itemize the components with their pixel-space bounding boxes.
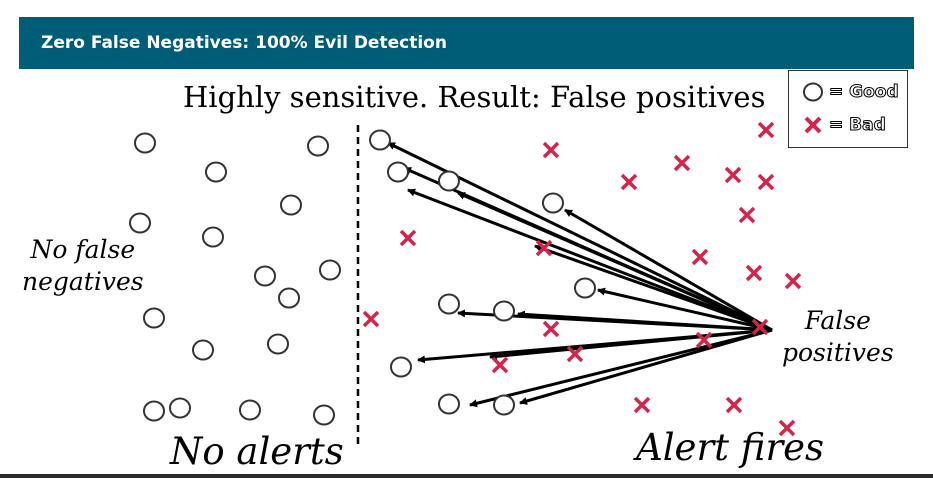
alert-arrow <box>564 208 773 332</box>
good-item-marker <box>169 397 191 419</box>
good-item-marker <box>307 135 329 157</box>
good-item-marker <box>267 333 289 355</box>
good-item-marker <box>143 400 165 422</box>
bad-item-marker <box>757 173 775 191</box>
bad-item-marker <box>695 331 713 349</box>
circle-icon <box>803 82 823 102</box>
alert-arrow <box>597 287 773 332</box>
false-positives-line1: False <box>804 306 871 335</box>
good-item-marker <box>493 394 515 416</box>
alert-arrow <box>489 328 773 361</box>
bad-item-marker <box>691 248 709 266</box>
bad-item-marker <box>724 166 742 184</box>
bad-item-marker <box>738 206 756 224</box>
legend: = Good = Bad <box>788 70 908 148</box>
bad-item-marker <box>757 121 775 139</box>
bad-item-marker <box>751 318 769 336</box>
false-positives-label: False positives <box>782 305 894 369</box>
good-item-marker <box>438 170 460 192</box>
good-item-marker <box>390 356 412 378</box>
no-false-negatives-label: No false negatives <box>22 234 144 298</box>
no-false-negatives-line2: negatives <box>22 267 144 296</box>
good-item-marker <box>542 192 564 214</box>
bad-item-marker <box>784 272 802 290</box>
legend-bad: = Bad <box>801 113 886 137</box>
bad-item-marker <box>620 173 638 191</box>
bad-item-marker <box>778 419 796 437</box>
good-item-marker <box>387 161 409 183</box>
good-item-marker <box>280 194 302 216</box>
good-item-marker <box>239 399 261 421</box>
alert-fires-label: Alert fires <box>636 426 825 469</box>
banner-title: Zero False Negatives: 100% Evil Detectio… <box>41 33 447 53</box>
bad-item-marker <box>535 239 553 257</box>
good-item-marker <box>143 307 165 329</box>
alert-arrow <box>519 328 773 405</box>
bad-item-marker <box>399 229 417 247</box>
bad-item-marker <box>362 310 380 328</box>
good-item-marker <box>313 404 335 426</box>
good-item-marker <box>369 129 391 151</box>
title-banner: Zero False Negatives: 100% Evil Detectio… <box>19 17 914 69</box>
bottom-rule <box>0 474 933 478</box>
bad-item-marker <box>745 264 763 282</box>
good-item-marker <box>202 226 224 248</box>
good-item-marker <box>278 287 300 309</box>
alert-arrow <box>407 188 773 332</box>
x-icon <box>804 116 822 134</box>
good-item-marker <box>438 393 460 415</box>
bad-item-marker <box>491 356 509 374</box>
no-alerts-label: No alerts <box>170 430 344 473</box>
good-item-marker <box>493 300 515 322</box>
diagram-subtitle: Highly sensitive. Result: False positive… <box>183 80 766 114</box>
good-item-marker <box>319 259 341 281</box>
good-item-marker <box>134 132 156 154</box>
good-item-marker <box>438 293 460 315</box>
alert-arrow <box>469 328 773 408</box>
good-item-marker <box>205 161 227 183</box>
legend-bad-label: = Bad <box>829 115 887 136</box>
bad-item-marker <box>725 396 743 414</box>
bad-item-marker <box>633 396 651 414</box>
good-item-marker <box>192 339 214 361</box>
bad-item-marker <box>673 154 691 172</box>
legend-good: = Good <box>801 80 899 104</box>
alert-arrow <box>534 244 773 332</box>
good-item-marker <box>574 277 596 299</box>
alert-arrow <box>457 191 773 332</box>
alert-arrow <box>517 310 773 332</box>
good-item-marker <box>129 212 151 234</box>
good-item-marker <box>254 265 276 287</box>
bad-item-marker <box>566 345 584 363</box>
no-false-negatives-line1: No false <box>30 235 136 264</box>
legend-good-label: = Good <box>829 82 900 103</box>
bad-item-marker <box>542 320 560 338</box>
false-positives-line2: positives <box>782 338 894 367</box>
bad-item-marker <box>542 141 560 159</box>
